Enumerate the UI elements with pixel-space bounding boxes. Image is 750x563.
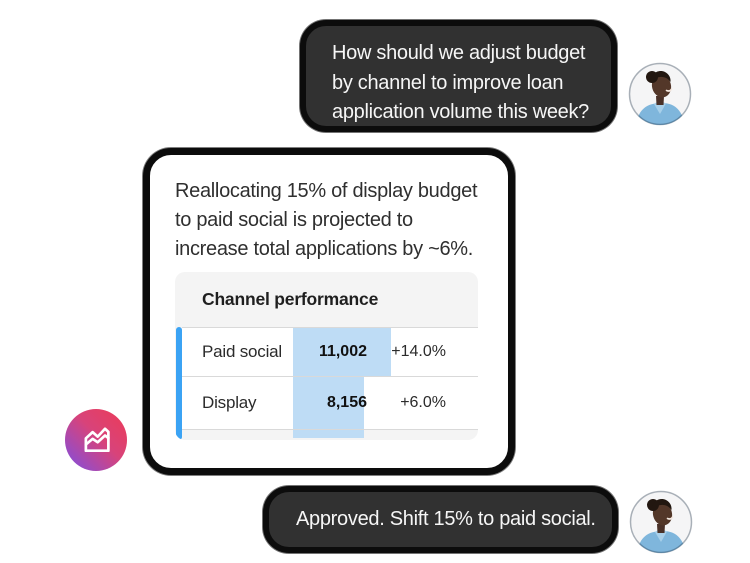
row-separator <box>182 429 478 430</box>
table-row: Display 8,156 +6.0% <box>182 377 478 429</box>
value-bar-paid-social <box>293 328 391 376</box>
channel-performance-panel: Channel performance Paid social 11,002 +… <box>175 272 478 440</box>
user-photo-avatar-icon <box>629 490 693 554</box>
assistant-insight-card: Reallocating 15% of display budget to pa… <box>143 148 515 475</box>
user-photo-avatar-icon <box>628 62 692 126</box>
area-chart-icon <box>84 427 110 453</box>
insight-line: to paid social is projected to <box>175 209 413 231</box>
message-line: application volume this week? <box>332 101 590 123</box>
user-avatar <box>628 62 692 126</box>
panel-title: Channel performance <box>202 289 379 309</box>
chat-bubble-user-question: How should we adjust budget by channel t… <box>300 20 617 132</box>
channel-name: Paid social <box>202 342 283 361</box>
channel-name: Display <box>202 393 257 412</box>
channel-change: +6.0% <box>400 394 446 411</box>
chat-bubble-user-approval: Approved. Shift 15% to paid social. <box>263 486 618 553</box>
message-line: How should we adjust budget <box>332 42 586 64</box>
channel-change: +14.0% <box>391 343 446 360</box>
message-line: by channel to improve loan <box>332 71 564 94</box>
channel-value: 8,156 <box>326 394 367 411</box>
insight-line: Reallocating 15% of display budget <box>175 180 478 202</box>
table-accent-bar <box>176 327 182 440</box>
channel-value: 11,002 <box>318 343 367 360</box>
assistant-badge <box>65 409 127 471</box>
user-avatar <box>629 490 693 554</box>
table-row: Paid social 11,002 +14.0% <box>182 328 478 376</box>
row-separator <box>182 327 478 328</box>
value-bar-display <box>293 377 364 438</box>
message-line: Approved. Shift 15% to paid social. <box>296 507 596 530</box>
insight-line: increase total applications by ~6%. <box>175 238 474 260</box>
row-separator <box>182 376 478 377</box>
